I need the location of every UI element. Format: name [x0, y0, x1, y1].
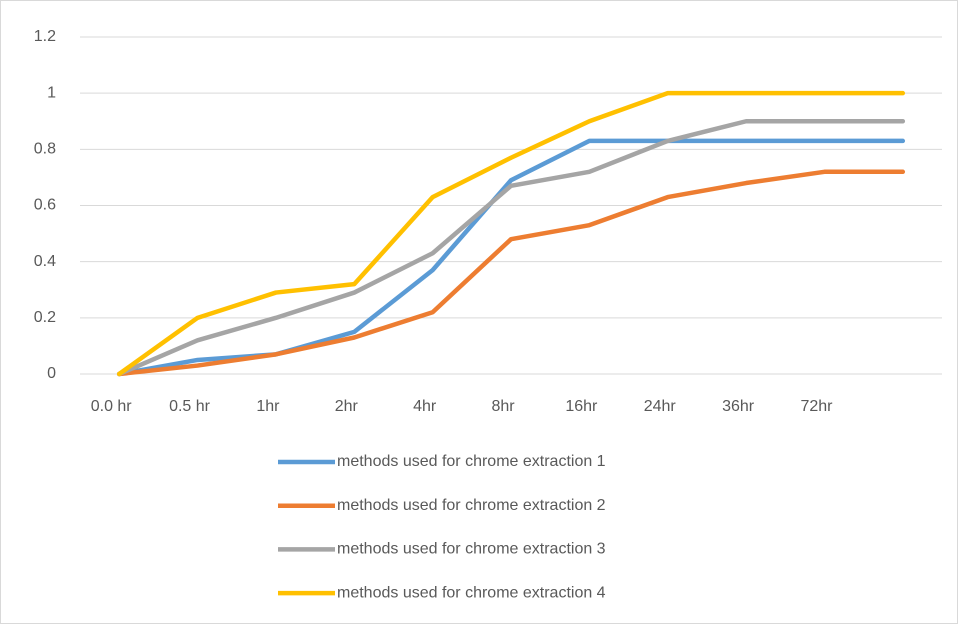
legend-label: methods used for chrome extraction 4 — [337, 584, 606, 601]
series-line — [116, 169, 906, 377]
series-line — [116, 119, 906, 377]
y-tick-label: 0.2 — [34, 309, 56, 326]
legend-label: methods used for chrome extraction 1 — [337, 453, 606, 470]
y-tick-label: 0 — [47, 365, 56, 382]
legend-label: methods used for chrome extraction 2 — [337, 497, 606, 514]
y-tick-label: 0.4 — [34, 253, 56, 270]
x-tick-label: 24hr — [644, 398, 677, 415]
x-tick-label: 16hr — [565, 398, 598, 415]
x-tick-label: 0.5 hr — [169, 398, 211, 415]
x-tick-label: 1hr — [256, 398, 280, 415]
x-tick-label: 2hr — [335, 398, 359, 415]
x-tick-label: 4hr — [413, 398, 437, 415]
x-tick-label: 72hr — [800, 398, 833, 415]
x-tick-label: 8hr — [491, 398, 515, 415]
legend-label: methods used for chrome extraction 3 — [337, 541, 606, 558]
series-line — [116, 90, 906, 377]
x-tick-label: 0.0 hr — [91, 398, 133, 415]
y-tick-label: 0.8 — [34, 141, 56, 158]
y-tick-label: 1 — [47, 84, 56, 101]
x-tick-label: 36hr — [722, 398, 755, 415]
y-tick-label: 1.2 — [34, 28, 56, 45]
y-tick-label: 0.6 — [34, 197, 56, 214]
